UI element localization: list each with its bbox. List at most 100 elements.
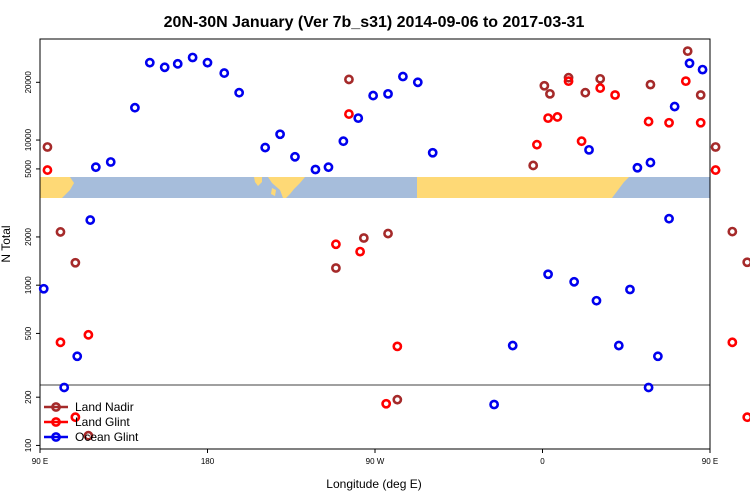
ocean-glint-point	[130, 102, 140, 113]
land-nadir-point	[528, 160, 539, 171]
land-nadir-point	[545, 88, 555, 99]
land-glint-point	[742, 412, 750, 423]
ocean-glint-point	[507, 340, 518, 351]
y-tick-label: 20000	[24, 71, 33, 94]
ocean-glint-point	[427, 147, 438, 158]
ocean-glint-point	[290, 151, 300, 162]
land-glint-point	[331, 239, 341, 250]
x-tick-label: 180	[201, 457, 215, 466]
land-glint-point	[392, 341, 403, 352]
land-glint-point	[710, 165, 721, 175]
ocean-glint-point	[72, 351, 83, 362]
x-tick-label: 90 E	[702, 457, 718, 466]
land-glint-point	[381, 398, 392, 409]
land-glint-point	[643, 116, 654, 127]
ocean-glint-point	[383, 88, 393, 99]
ocean-glint-point	[543, 269, 553, 280]
ocean-glint-point	[632, 162, 643, 173]
land-nadir-point	[358, 233, 369, 243]
land-nadir-point	[563, 72, 574, 83]
y-tick-label: 10000	[24, 128, 33, 151]
legend-label: Land Nadir	[75, 400, 134, 414]
ocean-glint-point	[105, 157, 116, 167]
land-glint-point	[680, 76, 691, 87]
ocean-glint-point	[591, 295, 602, 306]
land-mass	[40, 177, 74, 198]
ocean-glint-point	[412, 77, 423, 88]
ocean-glint-point	[187, 52, 198, 63]
land-glint-point	[543, 113, 553, 124]
ocean-glint-point	[90, 162, 101, 173]
land-glint-point	[355, 246, 366, 257]
x-tick-label: 90 E	[32, 457, 48, 466]
data-points	[38, 46, 750, 441]
ocean-glint-point	[172, 58, 183, 69]
land-nadir-point	[727, 226, 738, 237]
ocean-glint-point	[645, 157, 656, 168]
land-mass	[254, 177, 262, 186]
ocean-glint-point	[368, 90, 379, 101]
ocean-glint-point	[684, 58, 695, 69]
land-glint-point	[576, 136, 587, 147]
land-glint-point	[344, 109, 354, 119]
land-nadir-point	[344, 74, 354, 85]
y-tick-label: 200	[24, 390, 33, 404]
x-axis-label: Longitude (deg E)	[326, 477, 421, 491]
ocean-glint-point	[489, 399, 500, 410]
ocean-glint-point	[59, 382, 70, 393]
land-mass	[268, 177, 305, 198]
y-tick-label: 500	[24, 326, 33, 340]
axis-ticks: 90 E 180 90 W 0 90 E 5000 10000 20000 100 200 500 1…	[24, 71, 718, 466]
ocean-glint-point	[652, 351, 663, 362]
land-nadir-point	[595, 73, 606, 84]
ocean-glint-point	[643, 382, 654, 393]
ocean-glint-point	[219, 68, 230, 78]
land-nadir-point	[742, 257, 750, 268]
world-map-strip	[40, 177, 710, 198]
legend-marker	[51, 432, 61, 442]
land-glint-point	[664, 117, 674, 128]
plot-border	[39, 38, 711, 450]
legend-label: Ocean Glint	[75, 430, 139, 444]
land-nadir-point	[383, 228, 393, 239]
land-nadir-point	[580, 87, 591, 98]
land-glint-point	[595, 83, 606, 93]
ocean-glint-point	[664, 213, 674, 224]
ocean-glint-point	[625, 284, 635, 295]
land-nadir-point	[682, 46, 693, 57]
y-tick-label: 100	[24, 438, 33, 452]
ocean-glint-point	[669, 101, 680, 112]
x-tick-label: 90 W	[366, 457, 385, 466]
ocean-glint-point	[275, 129, 285, 140]
land-glint-point	[42, 165, 53, 175]
land-nadir-point	[331, 263, 341, 273]
land-glint-point	[532, 139, 542, 150]
ocean-glint-point	[144, 57, 155, 68]
y-tick-label: 2000	[24, 227, 33, 245]
land-nadir-point	[710, 142, 721, 152]
ocean-glint-point	[697, 64, 708, 75]
y-axis-label: N Total	[0, 225, 13, 262]
plot-frame	[39, 38, 711, 450]
y-tick-label: 5000	[24, 159, 33, 177]
land-glint-point	[70, 412, 81, 423]
land-glint-point	[552, 112, 563, 122]
land-glint-point	[83, 329, 94, 340]
legend-marker	[51, 402, 61, 412]
land-nadir-point	[83, 430, 94, 441]
legend-marker	[51, 417, 61, 427]
ocean-glint-point	[569, 276, 580, 287]
ocean-glint-point	[338, 136, 349, 147]
y-tick-label: 1000	[24, 276, 33, 294]
land-glint-point	[610, 90, 620, 100]
land-nadir-point	[70, 257, 81, 268]
land-nadir-point	[695, 90, 706, 100]
land-glint-point	[727, 337, 738, 348]
ocean-glint-point	[613, 340, 624, 351]
x-tick-label: 0	[540, 457, 545, 466]
land-mass	[417, 177, 629, 198]
land-mass	[271, 188, 276, 196]
ocean-glint-point	[202, 57, 213, 68]
